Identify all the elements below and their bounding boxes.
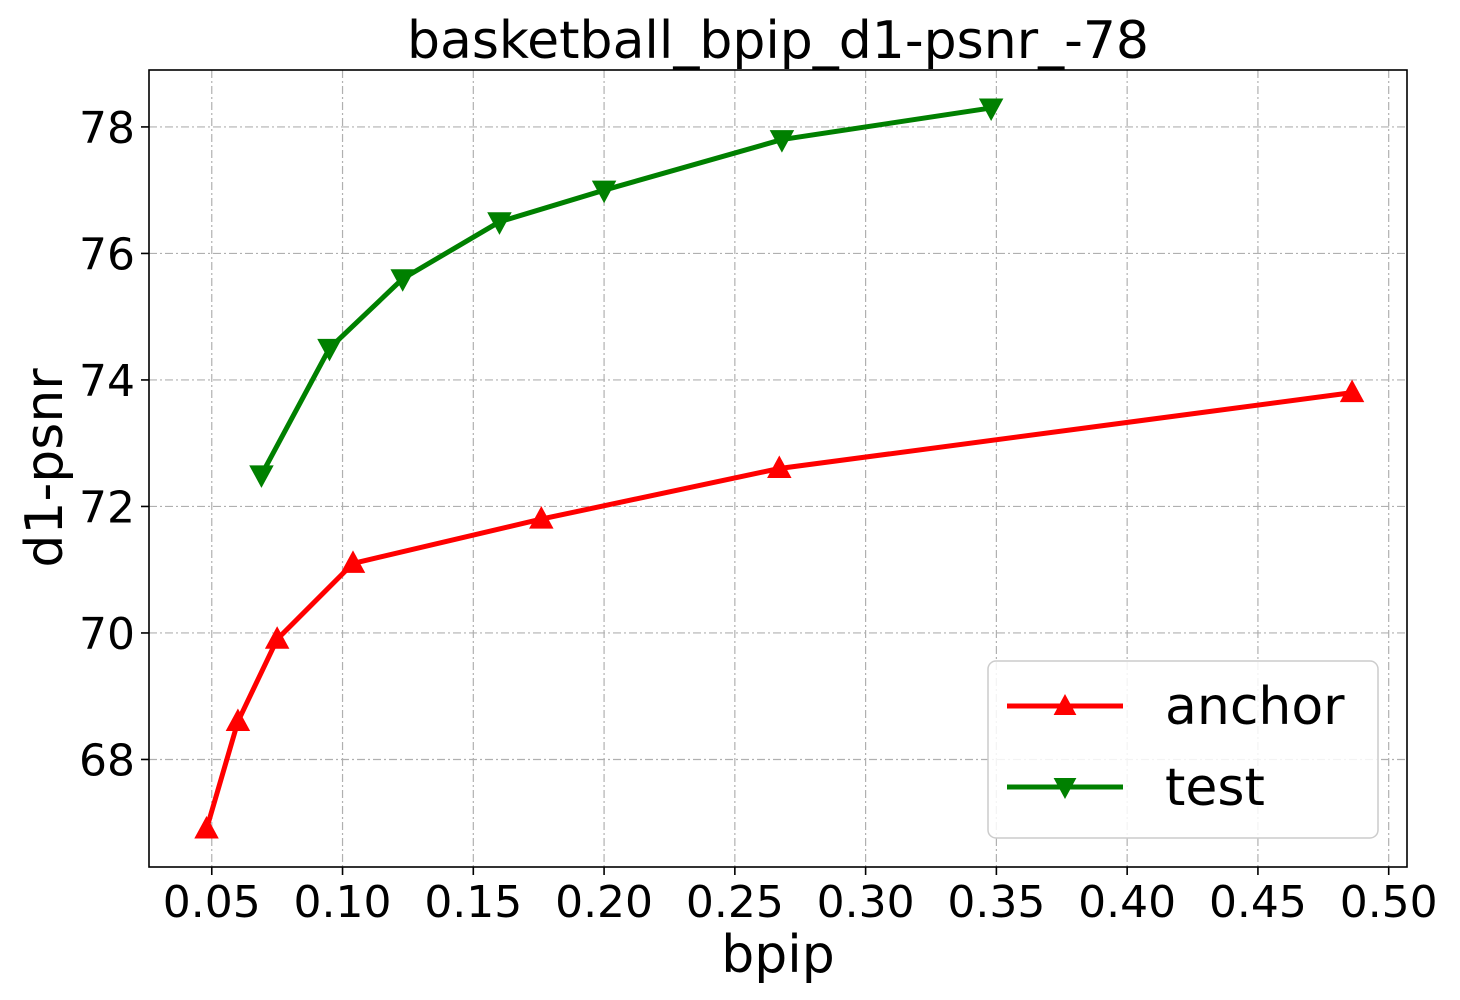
x-axis-label: bpip <box>721 925 834 985</box>
legend-label: anchor <box>1165 677 1345 737</box>
series-layer <box>194 98 1365 839</box>
y-tick-label: 68 <box>79 735 135 786</box>
series-test <box>249 98 1004 488</box>
test-point <box>249 465 274 488</box>
legend-marker <box>1053 694 1077 715</box>
x-tick-label: 0.05 <box>163 877 261 928</box>
series-anchor <box>194 379 1365 839</box>
x-tick-label: 0.20 <box>555 877 653 928</box>
y-tick-label: 74 <box>79 356 135 407</box>
anchor-point <box>767 455 792 478</box>
x-tick-label: 0.35 <box>947 877 1045 928</box>
x-tick-label: 0.50 <box>1340 877 1438 928</box>
x-tick-label: 0.10 <box>294 877 392 928</box>
y-tick-label: 76 <box>79 229 135 280</box>
legend-entry-test: test <box>1007 758 1265 818</box>
plot-frame <box>148 69 1408 868</box>
y-tick-label: 78 <box>79 103 135 154</box>
anchor-point <box>340 550 366 573</box>
test-point <box>978 98 1004 122</box>
anchor-point <box>529 506 554 529</box>
legend-marker <box>1053 778 1077 799</box>
test-point <box>487 212 512 235</box>
x-tick-label: 0.30 <box>817 877 915 928</box>
y-axis: 68 70 72 74 76 78 <box>79 103 149 786</box>
test-point <box>317 338 342 362</box>
x-axis: 0.05 0.10 0.15 0.20 0.25 0.30 0.35 0.40 0.45 0.50 <box>163 867 1438 928</box>
x-tick-label: 0.40 <box>1078 877 1176 928</box>
legend-label: test <box>1165 758 1265 818</box>
anchor-point <box>1339 379 1365 403</box>
y-tick-label: 72 <box>79 482 135 533</box>
anchor-point <box>264 626 290 649</box>
x-tick-label: 0.25 <box>686 877 784 928</box>
y-axis-label: d1-psnr <box>15 368 75 568</box>
y-tick-label: 70 <box>79 609 135 660</box>
legend-entry-anchor: anchor <box>1007 677 1345 737</box>
x-tick-label: 0.45 <box>1209 877 1307 928</box>
test-point <box>390 269 415 292</box>
anchor-point <box>194 815 219 839</box>
anchor-point <box>225 708 251 732</box>
chart-title: basketball_bpip_d1-psnr_-78 <box>407 11 1149 71</box>
test-point <box>769 130 795 153</box>
legend: anchor test <box>987 660 1379 839</box>
x-tick-label: 0.15 <box>424 877 522 928</box>
test-point <box>591 180 617 204</box>
